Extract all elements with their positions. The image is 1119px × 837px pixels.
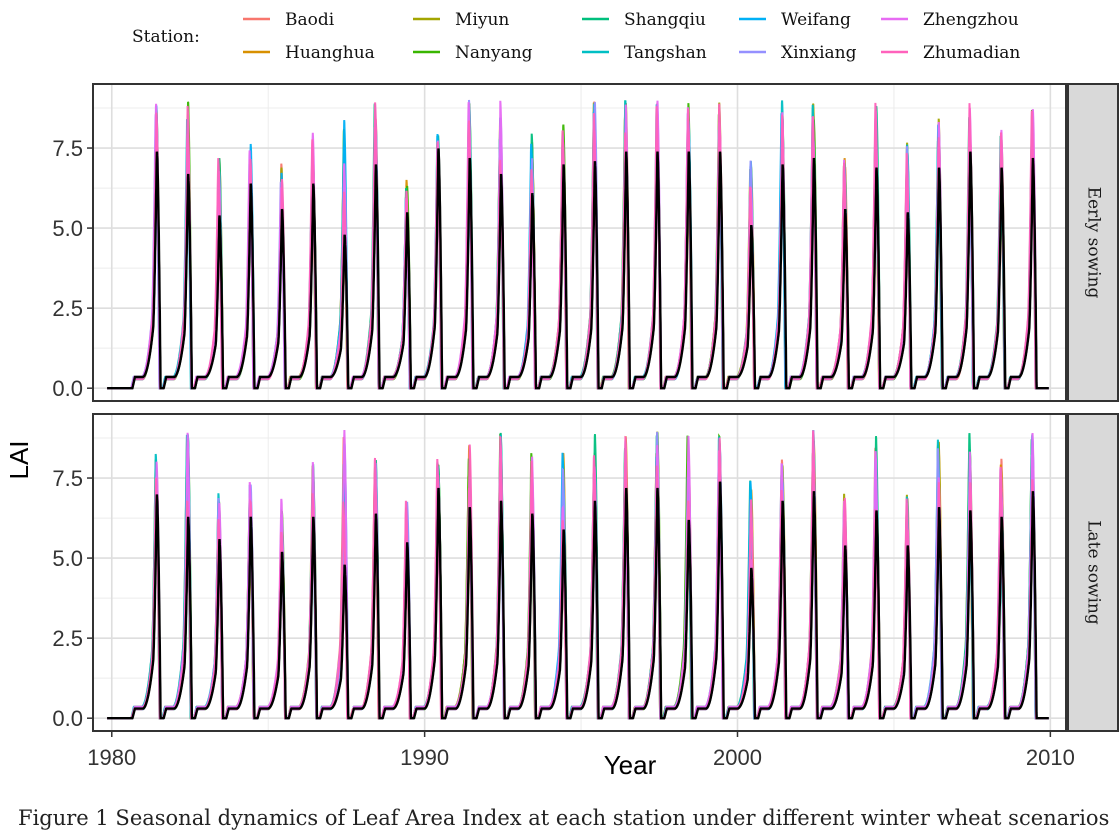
y-tick-label: 0.0 <box>52 706 83 731</box>
legend-item: Zhengzhou <box>881 10 1019 30</box>
legend-item: Shangqiu <box>582 10 706 30</box>
legend-title: Station: <box>132 27 200 47</box>
x-tick-label: 1990 <box>400 745 449 770</box>
y-tick-label: 5.0 <box>52 546 83 571</box>
legend-label: Weifang <box>781 10 851 30</box>
y-tick-label: 2.5 <box>52 296 83 321</box>
y-axis-title: LAI <box>4 440 34 479</box>
legend-item: Weifang <box>739 10 851 30</box>
panel-early: Eerly sowing 0.0 2.5 5.0 7.5 <box>52 83 1119 402</box>
panel-background <box>93 84 1066 401</box>
y-tick-label: 7.5 <box>52 466 83 491</box>
series-line-zhengzhou <box>107 429 1049 720</box>
legend-item: Huanghua <box>243 43 375 63</box>
y-tick-label: 0.0 <box>52 376 83 401</box>
x-tick-label: 1980 <box>87 745 136 770</box>
series-lines <box>107 429 1049 720</box>
legend-label: Miyun <box>455 10 509 30</box>
panel-strip <box>1067 413 1119 732</box>
legend-item: Tangshan <box>582 43 707 63</box>
mean-line <box>107 481 1049 720</box>
legend-label: Tangshan <box>624 43 707 63</box>
y-tick-label: 5.0 <box>52 216 83 241</box>
series-lines <box>107 99 1049 390</box>
panel-border <box>92 83 1067 402</box>
panel-late: Late sowing 0.0 2.5 5.0 7.5 <box>52 413 1119 732</box>
x-axis: 1980 1990 2000 2010 <box>87 731 1075 770</box>
legend-item: Nanyang <box>413 43 533 63</box>
series-line-zhumadian <box>107 102 1049 390</box>
x-tick-label: 2010 <box>1026 745 1075 770</box>
panel-strip-label: Eerly sowing <box>1084 187 1104 299</box>
legend-label: Nanyang <box>455 43 533 63</box>
mean-line <box>107 148 1049 390</box>
x-tick-label: 2000 <box>713 745 762 770</box>
panel-strip-label: Late sowing <box>1084 520 1104 625</box>
legend: Station: Baodi Huanghua Miyun Nanyang Shangq… <box>132 10 1020 63</box>
x-axis-title: Year <box>604 750 657 780</box>
legend-label: Zhengzhou <box>923 10 1019 30</box>
legend-label: Shangqiu <box>624 10 706 30</box>
legend-item: Zhumadian <box>881 43 1020 63</box>
legend-item: Baodi <box>243 10 335 30</box>
figure-caption: Figure 1 Seasonal dynamics of Leaf Area … <box>18 806 1109 830</box>
panel-background <box>93 414 1066 731</box>
legend-item: Miyun <box>413 10 509 30</box>
y-tick-label: 2.5 <box>52 626 83 651</box>
legend-label: Xinxiang <box>781 43 857 63</box>
panel-border <box>92 413 1067 732</box>
legend-item: Xinxiang <box>739 43 857 63</box>
legend-label: Zhumadian <box>923 43 1020 63</box>
legend-label: Baodi <box>285 10 335 30</box>
y-tick-label: 7.5 <box>52 136 83 161</box>
panel-strip <box>1067 83 1119 402</box>
legend-label: Huanghua <box>285 43 375 63</box>
